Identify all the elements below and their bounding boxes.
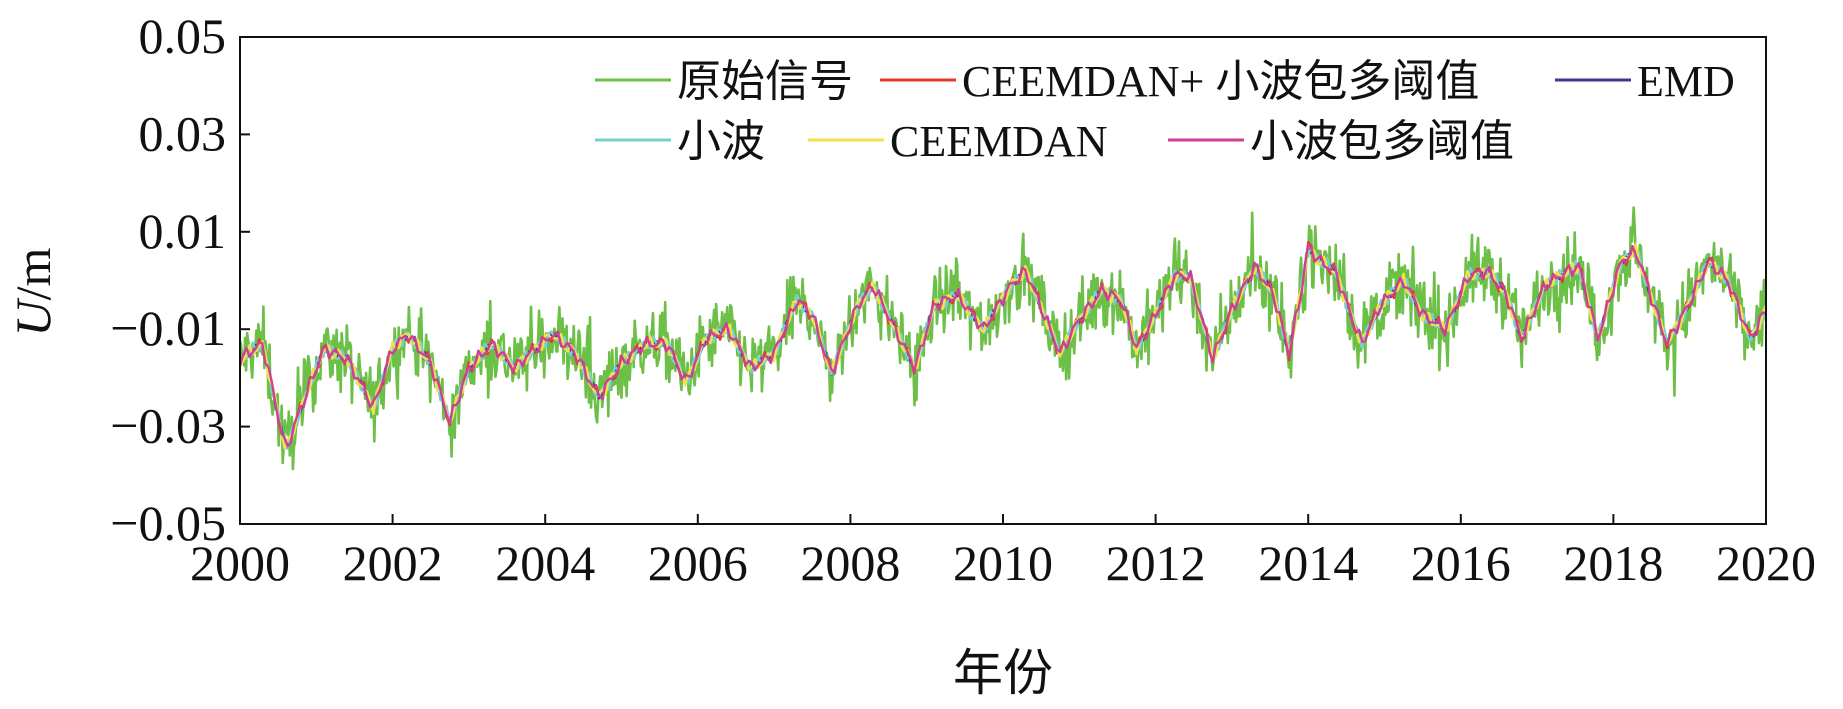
y-tick-label: 0.05 xyxy=(139,8,227,64)
x-tick-label: 2002 xyxy=(343,535,443,591)
x-tick-label: 2004 xyxy=(495,535,595,591)
x-tick-label: 2014 xyxy=(1258,535,1358,591)
x-tick-label: 2020 xyxy=(1716,535,1816,591)
x-axis-title: 年份 xyxy=(953,645,1053,701)
x-tick-label: 2018 xyxy=(1563,535,1663,591)
y-tick-label: −0.03 xyxy=(110,398,226,454)
legend-label: 原始信号 xyxy=(677,57,853,106)
series-line xyxy=(240,206,1766,471)
series-layer xyxy=(240,206,1766,471)
legend-label: CEEMDAN xyxy=(890,117,1108,166)
legend-label: CEEMDAN+ 小波包多阈值 xyxy=(962,57,1479,106)
y-tick-label: 0.03 xyxy=(139,105,227,161)
legend-label: EMD xyxy=(1637,57,1735,106)
y-axis-title-symbol: U xyxy=(5,297,61,336)
y-tick-label: −0.05 xyxy=(110,495,226,551)
x-tick-label: 2006 xyxy=(648,535,748,591)
legend-label: 小波包多阈值 xyxy=(1250,117,1514,166)
y-axis-title-unit: /m xyxy=(5,247,61,300)
y-axis-title: U/m xyxy=(5,247,61,336)
legend: 原始信号 CEEMDAN+ 小波包多阈值 EMD 小波 CEEMDAN 小波包多阈值 xyxy=(595,57,1735,166)
y-tick-label: −0.01 xyxy=(110,300,226,356)
y-tick-label: 0.01 xyxy=(139,203,227,259)
series-line xyxy=(240,242,1766,448)
x-tick-label: 2016 xyxy=(1411,535,1511,591)
x-tick-label: 2008 xyxy=(800,535,900,591)
x-tick-label: 2000 xyxy=(190,535,290,591)
x-tick-label: 2012 xyxy=(1106,535,1206,591)
x-tick-label: 2010 xyxy=(953,535,1053,591)
ticks-layer: 2000 2002 2004 2006 2008 2010 2012 2014 2016 2018… xyxy=(110,8,1816,591)
legend-label: 小波 xyxy=(677,117,765,166)
